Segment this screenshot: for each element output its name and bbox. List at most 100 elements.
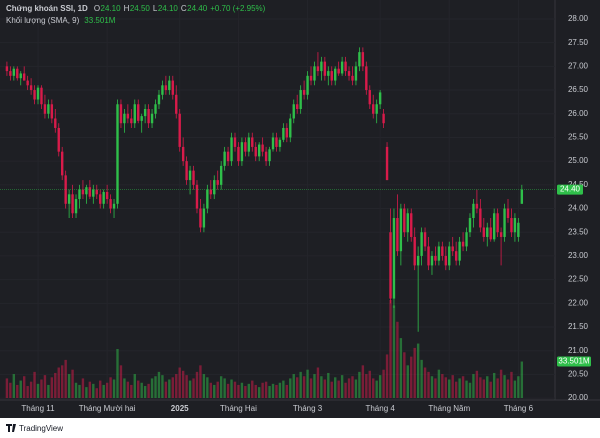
- volume-bar: [330, 381, 333, 398]
- volume-bar: [275, 384, 278, 398]
- volume-bar: [482, 379, 486, 398]
- volume-bar: [451, 375, 454, 398]
- volume-bar: [81, 378, 85, 398]
- volume-bar: [292, 374, 295, 398]
- volume-bar: [278, 382, 282, 398]
- volume-bar: [219, 376, 223, 398]
- y-tick-label: 21.50: [568, 322, 589, 331]
- volume-bar: [358, 371, 361, 398]
- candle-body: [22, 73, 26, 81]
- volume-bar: [375, 380, 378, 398]
- volume-bar: [441, 374, 444, 398]
- x-tick-label: Tháng Hai: [220, 404, 257, 413]
- volume-bar: [468, 382, 472, 398]
- volume-bar: [61, 365, 64, 398]
- candle-body: [520, 189, 524, 204]
- candle-body: [486, 227, 489, 237]
- volume-bar: [95, 388, 98, 398]
- volume-bar: [181, 370, 185, 398]
- volume-bar: [475, 370, 479, 398]
- x-tick-label: Tháng Năm: [428, 404, 470, 413]
- candle-body: [496, 213, 499, 233]
- volume-axis-label: 33.501M: [558, 357, 589, 366]
- volume-bar: [465, 380, 468, 398]
- candle-body: [472, 203, 475, 219]
- volume-bar: [168, 379, 171, 398]
- y-tick-label: 26.00: [568, 109, 589, 118]
- candle-body: [247, 137, 251, 152]
- candle-body: [292, 104, 295, 119]
- volume-bar: [430, 376, 434, 398]
- volume-bar: [492, 372, 496, 398]
- candle-body: [361, 52, 365, 67]
- volume-bar: [164, 381, 168, 398]
- candle-body: [36, 87, 40, 100]
- volume-bar: [16, 384, 19, 398]
- y-tick-label: 20.50: [568, 370, 589, 379]
- volume-bar: [295, 377, 299, 398]
- candle-body: [261, 144, 264, 152]
- volume-bar: [192, 378, 195, 398]
- volume-bar: [133, 374, 136, 398]
- candle-body: [268, 149, 271, 162]
- candle-body: [223, 151, 226, 166]
- candle-body: [396, 218, 399, 252]
- candle-body: [403, 208, 406, 233]
- candle-body: [344, 61, 347, 72]
- volume-bar: [230, 379, 233, 398]
- volume-bar: [112, 379, 116, 398]
- candle-body: [9, 71, 12, 76]
- candle-body: [226, 151, 230, 162]
- legend-value: 24.10: [101, 4, 122, 13]
- candle-body: [64, 175, 67, 204]
- volume-bar: [185, 375, 188, 398]
- candle-body: [147, 109, 150, 124]
- volume-bar: [340, 375, 344, 398]
- volume-bar: [188, 380, 192, 398]
- candle-body: [434, 255, 437, 261]
- volume-bar: [254, 384, 257, 398]
- volume-bar: [36, 383, 40, 398]
- candle-body: [448, 246, 451, 266]
- volume-bar: [392, 305, 396, 398]
- candle-body: [137, 104, 140, 121]
- volume-bar: [99, 380, 102, 398]
- volume-bar: [268, 386, 271, 398]
- legend-value: 24.40: [187, 4, 208, 13]
- candle-body: [351, 75, 354, 81]
- legend-value: 24.50: [130, 4, 151, 13]
- candle-body: [513, 218, 517, 233]
- candle-body: [71, 194, 74, 214]
- volume-bar: [88, 381, 92, 398]
- volume-bar: [261, 382, 264, 398]
- volume-bar: [247, 383, 251, 398]
- candle-body: [302, 90, 306, 95]
- candle-body: [382, 113, 385, 124]
- candle-body: [354, 66, 358, 81]
- volume-bar: [67, 374, 71, 398]
- candle-body: [16, 68, 19, 79]
- candle-body: [295, 104, 299, 110]
- legend-ohlc: O 24.10 H 24.50 L 24.10 C 24.40 +0.70 (+…: [94, 4, 266, 13]
- candle-body: [140, 116, 143, 121]
- candle-body: [416, 255, 420, 266]
- volume-bar: [47, 384, 50, 398]
- candle-body: [499, 232, 503, 237]
- volume-bar: [289, 378, 292, 398]
- candle-body: [389, 232, 392, 299]
- candle-body: [299, 90, 302, 110]
- volume-bar: [19, 380, 22, 398]
- volume-bar: [378, 375, 382, 398]
- volume-bar: [57, 367, 60, 398]
- candle-body: [26, 80, 29, 86]
- volume-bar: [143, 386, 147, 398]
- candle-body: [57, 127, 60, 152]
- volume-bar: [157, 371, 161, 398]
- volume-bar: [327, 372, 330, 398]
- candle-body: [116, 104, 119, 204]
- y-tick-label: 23.00: [568, 251, 589, 260]
- volume-bar: [264, 381, 268, 398]
- y-tick-label: 24.50: [568, 180, 589, 189]
- y-tick-label: 21.00: [568, 346, 589, 355]
- volume-bar: [123, 378, 126, 398]
